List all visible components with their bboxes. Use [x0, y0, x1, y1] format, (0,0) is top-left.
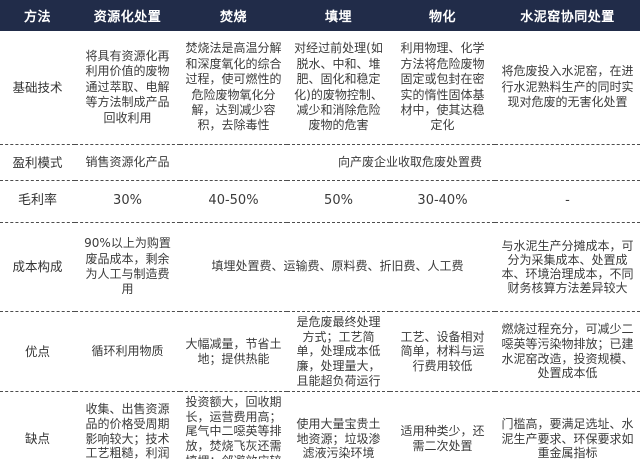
row-label: 基础技术: [0, 31, 75, 145]
column-header-landfill: 填埋: [287, 0, 390, 31]
column-header-physicochemical: 物化: [390, 0, 495, 31]
table-body: 基础技术 将具有资源化再利用价值的废物通过萃取、电解等方法制成产品回收利用 焚烧法是…: [0, 31, 640, 459]
table-cell: 将具有资源化再利用价值的废物通过萃取、电解等方法制成产品回收利用: [75, 31, 180, 145]
table-row: 基础技术 将具有资源化再利用价值的废物通过萃取、电解等方法制成产品回收利用 焚烧法是…: [0, 31, 640, 145]
table-row: 毛利率 30% 40-50% 50% 30-40% -: [0, 180, 640, 223]
table-cell: 是危废最终处理方式；工艺简单，处理成本低廉，处理量大，且能超负荷运行: [287, 311, 390, 393]
table-cell: 将危废投入水泥窑，在进行水泥熟料生产的同时实现对危废的无害化处置: [495, 31, 640, 145]
table-header-row: 方法 资源化处置 焚烧 填埋 物化 水泥窑协同处置: [0, 0, 640, 31]
row-label: 优点: [0, 311, 75, 393]
column-header-incineration: 焚烧: [180, 0, 287, 31]
column-header-resource-recovery: 资源化处置: [75, 0, 180, 31]
table-cell: 利用物理、化学方法将危险废物固定或包封在密实的惰性固体基材中，使其达稳定化: [390, 31, 495, 145]
row-label: 成本构成: [0, 222, 75, 312]
table-row: 缺点收集、出售资源品的价格受周期影响较大；技术工艺粗糙，利润率低投资额大，回收期…: [0, 391, 640, 459]
table-cell: 使用大量宝贵土地资源；垃圾渗滤液污染环境: [287, 391, 390, 459]
table-cell: 40-50%: [180, 180, 287, 223]
row-label: 毛利率: [0, 180, 75, 223]
table-row: 成本构成 90%以上为购置废品成本，剩余为人工与制造费用 填埋处置费、运输费、原料费…: [0, 222, 640, 312]
table-cell: 填埋处置费、运输费、原料费、折旧费、人工费: [180, 222, 495, 312]
table-cell: 与水泥生产分摊成本，可分为采集成本、处置成本、环境治理成本，不同财务核算方法差异…: [495, 222, 640, 312]
table-cell: 燃烧过程充分，可减少二噁英等污染物排放；已建水泥窑改造，投资规模、处置成本低: [495, 311, 640, 393]
table-cell: 投资额大，回收期长，运营费用高；尾气中二噁英等排放，焚烧飞灰还需填埋；邻避效应较…: [180, 391, 287, 459]
column-header-method: 方法: [0, 0, 75, 31]
table-cell: 90%以上为购置废品成本，剩余为人工与制造费用: [75, 222, 180, 312]
row-label: 盈利模式: [0, 144, 75, 181]
table-cell: 向产废企业收取危废处置费: [180, 144, 640, 181]
table-cell: 收集、出售资源品的价格受周期影响较大；技术工艺粗糙，利润率低: [75, 391, 180, 459]
table-row: 盈利模式 销售资源化产品 向产废企业收取危废处置费: [0, 144, 640, 181]
column-header-cement-kiln: 水泥窑协同处置: [495, 0, 640, 31]
table-cell: 循环利用物质: [75, 311, 180, 393]
table-cell: 50%: [287, 180, 390, 223]
table-cell: 适用种类少，还需二次处置: [390, 391, 495, 459]
table-cell: 工艺、设备相对简单，材料与运行费用较低: [390, 311, 495, 393]
table-cell: 销售资源化产品: [75, 144, 180, 181]
row-label: 缺点: [0, 391, 75, 459]
table-cell: -: [495, 180, 640, 223]
table-cell: 焚烧法是高温分解和深度氧化的综合过程，使可燃性的危险废物氧化分解，达到减少容积，…: [180, 31, 287, 145]
table-cell: 大幅减量，节省土地；提供热能: [180, 311, 287, 393]
table-cell: 对经过前处理(如脱水、中和、堆肥、固化和稳定化)的废物控制、减少和消除危险废物的…: [287, 31, 390, 145]
table-cell: 30-40%: [390, 180, 495, 223]
table-row: 优点 循环利用物质 大幅减量，节省土地；提供热能 是危废最终处理方式；工艺简单，处理成…: [0, 311, 640, 393]
table-cell: 门槛高，要满足选址、水泥生产要求、环保要求如重金属指标: [495, 391, 640, 459]
table-cell: 30%: [75, 180, 180, 223]
